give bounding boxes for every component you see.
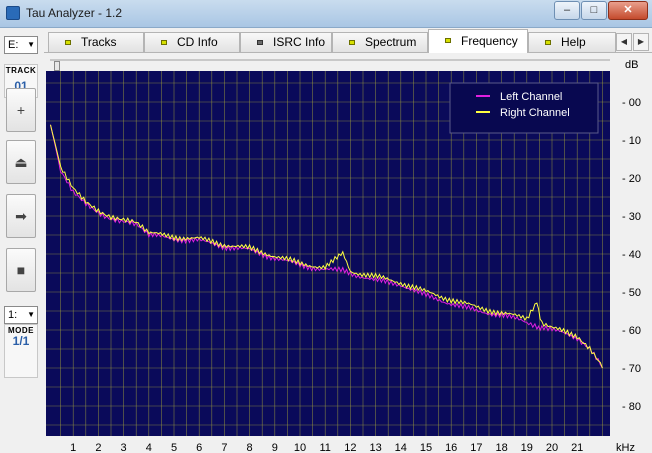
- mode-label: MODE: [8, 326, 34, 335]
- tab-led-icon: [65, 40, 71, 45]
- tab-label: CD Info: [177, 35, 218, 49]
- x-tick-label: 1: [70, 442, 76, 453]
- x-tick-label: 16: [445, 442, 457, 453]
- tab-led-icon: [545, 40, 551, 45]
- position-slider[interactable]: [50, 59, 610, 71]
- y-tick-labels: - 00 - 10 - 20 - 30 - 40 - 50 - 60 - 70 - 80: [622, 97, 641, 413]
- x-tick-label: 11: [319, 442, 330, 453]
- close-button[interactable]: ✕: [608, 1, 648, 20]
- track-label: TRACK: [5, 66, 37, 75]
- play-button[interactable]: ➡: [6, 194, 36, 238]
- tab-led-icon: [161, 40, 167, 45]
- series-line-left-channel: [50, 124, 603, 369]
- slider-thumb[interactable]: [54, 61, 60, 71]
- x-tick-label: 18: [495, 442, 507, 453]
- y-tick-label: - 20: [622, 173, 641, 185]
- x-tick-label: 4: [146, 442, 152, 453]
- x-tick-label: 7: [221, 442, 227, 453]
- tab-led-icon: [257, 40, 263, 45]
- tab-strip: Tracks CD Info ISRC Info Spectrum Freque…: [44, 28, 652, 53]
- x-tick-label: 5: [171, 442, 177, 453]
- x-tick-label: 2: [95, 442, 101, 453]
- y-tick-label: - 60: [622, 325, 641, 337]
- stop-button[interactable]: ■: [6, 248, 36, 292]
- x-tick-label: 8: [247, 442, 253, 453]
- tab-label: Spectrum: [365, 35, 417, 49]
- tab-spectrum[interactable]: Spectrum: [332, 32, 428, 52]
- y-tick-label: - 30: [622, 211, 641, 223]
- x-tick-label: 9: [272, 442, 278, 453]
- stop-icon: ■: [16, 262, 26, 278]
- zoom-in-button[interactable]: +: [6, 88, 36, 132]
- title-bar[interactable]: Tau Analyzer - 1.2 – □ ✕: [0, 0, 652, 28]
- x-tick-labels: 1 2 3 4 5 6 7 8 9 10 11 12 13 14 15 16 17 18 19 20 21: [70, 442, 583, 453]
- x-tick-label: 13: [369, 442, 381, 453]
- y-tick-label: - 80: [622, 401, 641, 413]
- tab-scroll-right-icon[interactable]: ▶: [633, 33, 649, 51]
- x-axis-label: kHz: [616, 442, 635, 453]
- chevron-down-icon: ▼: [27, 40, 35, 49]
- x-tick-label: 3: [121, 442, 127, 453]
- series-line-right-channel: [50, 124, 603, 369]
- play-icon: ➡: [15, 208, 27, 224]
- x-tick-label: 17: [470, 442, 482, 453]
- series-lines: [50, 124, 603, 369]
- x-tick-label: 14: [395, 442, 407, 453]
- tab-help[interactable]: Help: [528, 32, 616, 52]
- legend-label: Right Channel: [500, 107, 570, 119]
- eject-button[interactable]: ⏏: [6, 140, 36, 184]
- tab-label: Help: [561, 35, 586, 49]
- tab-label: Frequency: [461, 34, 518, 48]
- tab-led-icon: [445, 38, 451, 43]
- eject-icon: ⏏: [14, 154, 28, 170]
- y-tick-label: - 10: [622, 135, 641, 147]
- tab-scroll-left-icon[interactable]: ◀: [616, 33, 632, 51]
- mode-select-value: 1:: [8, 309, 18, 321]
- minimize-button[interactable]: –: [554, 1, 580, 20]
- chevron-down-icon: ▼: [27, 310, 35, 319]
- tab-led-icon: [349, 40, 355, 45]
- x-tick-label: 19: [521, 442, 533, 453]
- plus-icon: +: [16, 102, 26, 118]
- tab-isrc-info[interactable]: ISRC Info: [240, 32, 332, 52]
- x-tick-label: 21: [571, 442, 583, 453]
- tab-tracks[interactable]: Tracks: [48, 32, 144, 52]
- drive-value: E:: [8, 39, 19, 51]
- x-tick-label: 20: [546, 442, 558, 453]
- y-axis-label: dB: [625, 59, 638, 71]
- x-tick-label: 6: [196, 442, 202, 453]
- left-toolbar: E: ▼ TRACK 01 + ⏏ ➡ ■ 1: ▼ MODE 1/1: [0, 28, 42, 452]
- mode-value: 1/1: [12, 334, 30, 348]
- x-tick-label: 12: [344, 442, 356, 453]
- tab-cd-info[interactable]: CD Info: [144, 32, 240, 52]
- maximize-button[interactable]: □: [581, 1, 607, 20]
- tab-frequency[interactable]: Frequency: [428, 29, 528, 53]
- x-tick-label: 10: [294, 442, 306, 453]
- tab-label: ISRC Info: [273, 35, 326, 49]
- tab-label: Tracks: [81, 35, 117, 49]
- y-tick-label: - 00: [622, 97, 641, 109]
- app-icon: [6, 6, 20, 20]
- window-title: Tau Analyzer - 1.2: [26, 6, 123, 20]
- mode-select[interactable]: 1: ▼: [4, 306, 38, 324]
- legend-label: Left Channel: [500, 91, 562, 103]
- legend: Left Channel Right Channel: [449, 82, 599, 134]
- x-tick-label: 15: [420, 442, 432, 453]
- mode-panel: [4, 324, 38, 378]
- y-tick-label: - 40: [622, 249, 641, 261]
- y-tick-label: - 50: [622, 287, 641, 299]
- drive-select[interactable]: E: ▼: [4, 36, 38, 54]
- y-tick-label: - 70: [622, 363, 641, 375]
- legend-box: [449, 82, 599, 134]
